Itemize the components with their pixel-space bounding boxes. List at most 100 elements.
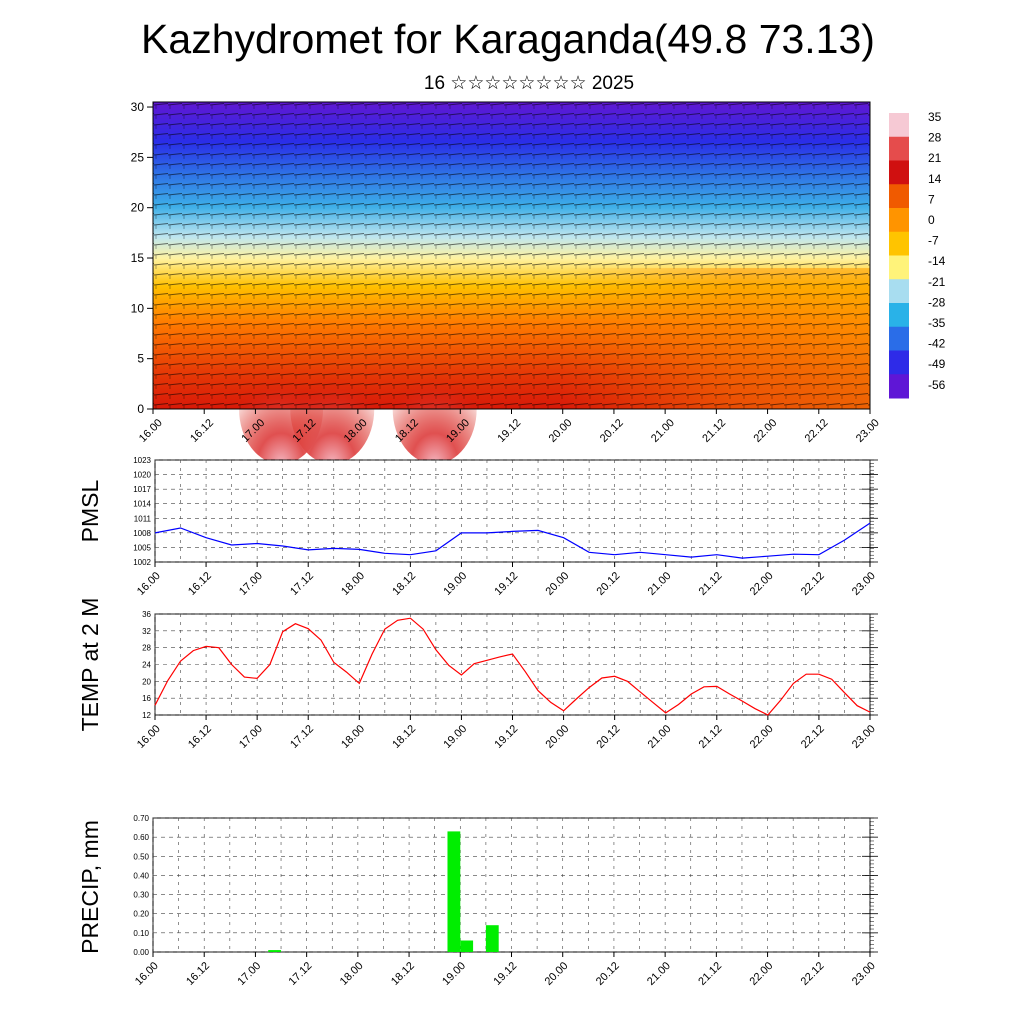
temp-xtick-label: 16.12 bbox=[186, 723, 214, 751]
temp-xtick-label: 20.00 bbox=[543, 723, 571, 751]
temp-ytick-label: 28 bbox=[142, 644, 151, 653]
heatmap-ytick-label: 15 bbox=[131, 251, 145, 265]
precip-ytick-label: 0.10 bbox=[133, 929, 149, 938]
colorbar-label: 28 bbox=[928, 131, 942, 145]
temp-xtick-label: 17.00 bbox=[237, 723, 265, 751]
pmsl-xtick-label: 22.12 bbox=[799, 570, 827, 598]
heatmap-xtick-label: 19.12 bbox=[495, 417, 523, 445]
precip-ytick-label: 0.70 bbox=[133, 814, 149, 823]
pmsl-xtick-label: 19.12 bbox=[492, 570, 520, 598]
temp-ytick-label: 16 bbox=[142, 694, 151, 703]
precip-xtick-label: 20.12 bbox=[594, 960, 622, 988]
pmsl-ytick-label: 1014 bbox=[133, 500, 151, 509]
heatmap-xtick-label: 22.00 bbox=[751, 417, 779, 445]
colorbar-swatch bbox=[889, 136, 909, 161]
precip-ytick-label: 0.30 bbox=[133, 891, 149, 900]
colorbar-label: 14 bbox=[928, 172, 942, 186]
pmsl-ylabel: PMSL bbox=[77, 479, 103, 542]
heatmap-xtick-label: 22.12 bbox=[803, 417, 831, 445]
colorbar-label: -7 bbox=[928, 234, 939, 248]
colorbar-swatch bbox=[889, 350, 909, 375]
pmsl-xtick-label: 20.00 bbox=[543, 570, 571, 598]
precip-xtick-label: 19.00 bbox=[440, 960, 468, 988]
heatmap-ytick-label: 25 bbox=[131, 150, 145, 164]
temp-xtick-label: 19.12 bbox=[492, 723, 520, 751]
precip-xtick-label: 19.12 bbox=[491, 960, 519, 988]
colorbar-label: -21 bbox=[928, 275, 946, 289]
temp-xtick-label: 16.00 bbox=[135, 723, 163, 751]
chart-title: Kazhydromet for Karaganda(49.8 73.13) bbox=[141, 16, 875, 62]
wind-barbs bbox=[153, 102, 870, 409]
precip-xtick-label: 20.00 bbox=[543, 960, 571, 988]
precip-xtick-label: 18.00 bbox=[338, 960, 366, 988]
colorbar-swatch bbox=[889, 184, 909, 209]
pmsl-series-line bbox=[154, 522, 871, 559]
temp-xtick-label: 20.12 bbox=[595, 723, 623, 751]
pmsl-xtick-label: 22.00 bbox=[748, 570, 776, 598]
pmsl-xtick-label: 16.12 bbox=[186, 570, 214, 598]
temp-ytick-label: 36 bbox=[142, 610, 151, 619]
temp-xtick-label: 21.00 bbox=[646, 723, 674, 751]
precip-xtick-label: 16.00 bbox=[133, 960, 161, 988]
colorbar-label: 35 bbox=[928, 110, 942, 124]
colorbar-label: -35 bbox=[928, 316, 946, 330]
precip-xtick-label: 22.12 bbox=[799, 960, 827, 988]
pmsl-ytick-label: 1011 bbox=[134, 514, 152, 523]
pmsl-ytick-label: 1020 bbox=[133, 471, 151, 480]
colorbar: 35 28 21 14 7 0 -7 -14 -21 -28 -35 -42 -49 -56 bbox=[889, 110, 946, 399]
colorbar-label: 0 bbox=[928, 213, 935, 227]
precip-xtick-label: 21.00 bbox=[645, 960, 673, 988]
heatmap-xtick-label: 20.12 bbox=[598, 417, 626, 445]
temp-ytick-label: 24 bbox=[142, 661, 151, 670]
pmsl-xtick-label: 18.00 bbox=[339, 570, 367, 598]
precip-ytick-label: 0.40 bbox=[133, 871, 149, 880]
pmsl-ytick-label: 1017 bbox=[133, 485, 151, 494]
pmsl-xtick-label: 20.12 bbox=[595, 570, 623, 598]
precip-ytick-label: 0.00 bbox=[133, 948, 149, 957]
heatmap-xtick-label: 16.12 bbox=[188, 417, 216, 445]
colorbar-label: -14 bbox=[928, 254, 946, 268]
heatmap-ytick-label: 0 bbox=[137, 402, 144, 416]
precip-xtick-label: 18.12 bbox=[389, 960, 417, 988]
pmsl-panel: 1002 1005 1008 1011 1014 1017 1020 1023 16.00 16.… bbox=[77, 456, 878, 598]
heatmap-xtick-label: 21.12 bbox=[700, 417, 728, 445]
pmsl-xtick-label: 21.00 bbox=[646, 570, 674, 598]
precip-bar bbox=[268, 950, 282, 952]
colorbar-swatch bbox=[889, 113, 909, 138]
temp-xtick-label: 18.12 bbox=[390, 723, 418, 751]
colorbar-label: -56 bbox=[928, 378, 946, 392]
precip-xtick-label: 16.12 bbox=[184, 960, 212, 988]
precip-ytick-label: 0.50 bbox=[133, 852, 149, 861]
colorbar-label: -42 bbox=[928, 337, 946, 351]
colorbar-swatch bbox=[889, 231, 909, 256]
colorbar-swatch bbox=[889, 374, 909, 399]
heatmap-xtick-label: 16.00 bbox=[137, 417, 165, 445]
pmsl-xtick-label: 17.00 bbox=[237, 570, 265, 598]
temp-xtick-label: 22.00 bbox=[748, 723, 776, 751]
colorbar-swatch bbox=[889, 160, 909, 185]
precip-xtick-label: 23.00 bbox=[850, 960, 878, 988]
chart-subtitle: 16 ☆☆☆☆☆☆☆☆ 2025 bbox=[423, 73, 635, 94]
colorbar-swatch bbox=[889, 303, 909, 328]
pmsl-xtick-label: 18.12 bbox=[390, 570, 418, 598]
temp-ytick-label: 12 bbox=[142, 711, 151, 720]
temp-xtick-label: 21.12 bbox=[697, 723, 725, 751]
heatmap-ytick-label: 10 bbox=[131, 301, 145, 315]
temp-xtick-label: 23.00 bbox=[850, 723, 878, 751]
precip-bar bbox=[447, 831, 461, 952]
precip-bar bbox=[460, 940, 474, 952]
colorbar-label: -28 bbox=[928, 295, 946, 309]
precip-xtick-label: 17.12 bbox=[287, 960, 315, 988]
temp-xtick-label: 19.00 bbox=[441, 723, 469, 751]
pmsl-ytick-label: 1005 bbox=[133, 543, 151, 552]
pmsl-xtick-label: 17.12 bbox=[288, 570, 316, 598]
colorbar-label: 21 bbox=[928, 151, 942, 165]
precip-xtick-label: 17.00 bbox=[235, 960, 263, 988]
colorbar-swatch bbox=[889, 279, 909, 304]
temp-series-line bbox=[154, 617, 871, 716]
pmsl-xtick-label: 23.00 bbox=[850, 570, 878, 598]
precipitation-panel: 0.00 0.10 0.20 0.30 0.40 0.50 0.60 0.70 16.00 16.… bbox=[77, 814, 878, 988]
temp-xtick-label: 17.12 bbox=[288, 723, 316, 751]
heatmap-ytick-label: 30 bbox=[131, 100, 145, 114]
